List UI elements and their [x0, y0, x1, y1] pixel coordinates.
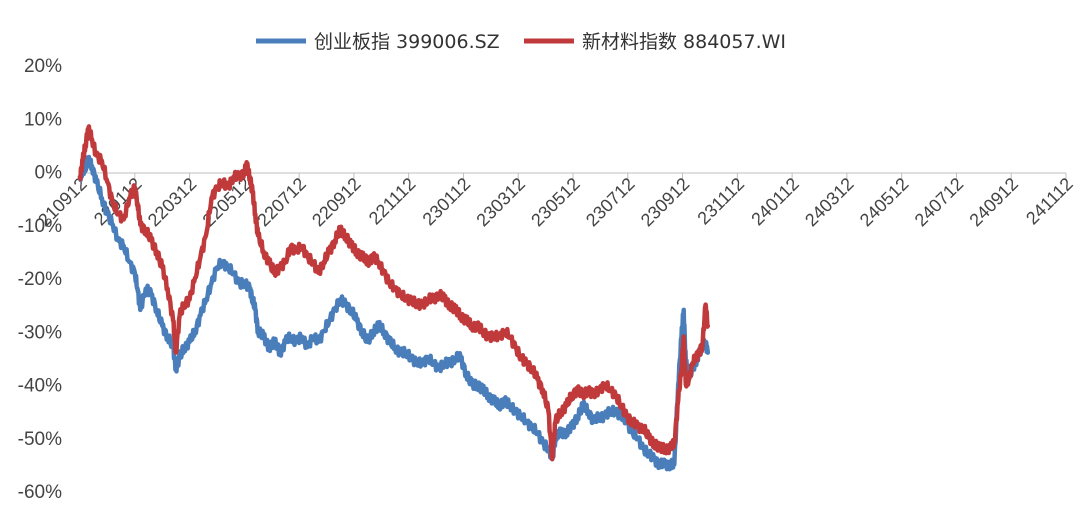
y-axis: 20% 10% 0% -10% -20% -30% -40% -50% -60% [18, 56, 62, 503]
y-tick-label: 20% [24, 56, 62, 77]
series-line-1 [77, 124, 711, 462]
y-tick-label: -40% [18, 376, 62, 397]
legend-label-series-1: 新材料指数 884057.WI [582, 31, 786, 53]
x-tick-label: 220912 [308, 174, 365, 231]
y-tick-label: 10% [24, 109, 62, 130]
x-tick-label: 230112 [419, 174, 475, 230]
x-tick-label: 230312 [472, 174, 529, 231]
y-tick-label: 0% [35, 163, 63, 184]
y-tick-label: -60% [18, 482, 62, 503]
x-tick-label: 221112 [365, 174, 420, 229]
x-tick-label: 240312 [801, 174, 858, 231]
y-tick-label: -50% [18, 429, 62, 450]
x-tick-label: 240712 [911, 174, 968, 231]
y-tick-label: -20% [18, 269, 62, 290]
x-tick-label: 220712 [253, 174, 310, 231]
legend: 创业板指 399006.SZ 新材料指数 884057.WI [256, 31, 786, 53]
legend-label-series-0: 创业板指 399006.SZ [314, 31, 500, 53]
x-tick-label: 231112 [693, 174, 748, 229]
x-tick-label: 240512 [856, 174, 913, 231]
x-tick-label: 240112 [747, 174, 803, 230]
x-tick-label: 241112 [1022, 174, 1077, 229]
series-line-0 [77, 154, 711, 472]
x-tick-label: 230712 [582, 174, 639, 231]
x-tick-label: 230912 [637, 174, 694, 231]
y-tick-label: -30% [18, 322, 62, 343]
x-tick-label: 220312 [144, 174, 201, 231]
x-tick-label: 230512 [527, 174, 584, 231]
x-tick-label: 240912 [965, 174, 1022, 231]
y-tick-label: -10% [18, 216, 62, 237]
plot-area [77, 124, 711, 472]
